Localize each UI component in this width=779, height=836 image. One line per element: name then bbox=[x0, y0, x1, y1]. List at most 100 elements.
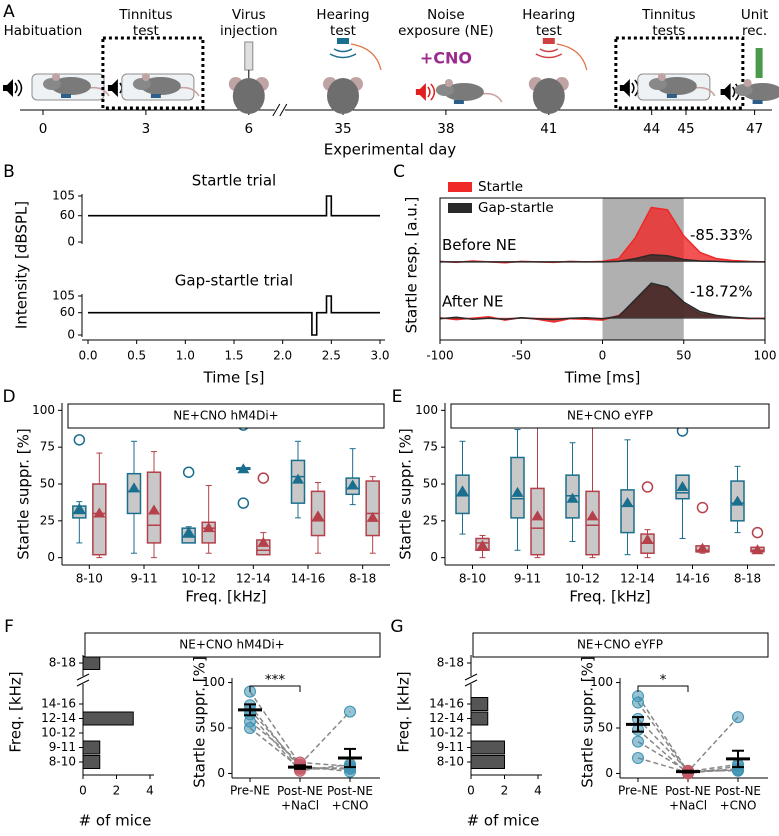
x-axis-label: Time [s] bbox=[203, 369, 265, 387]
y-axis-label: Startle suppr. [%] bbox=[397, 428, 415, 559]
y-tick-label: 105 bbox=[52, 289, 75, 303]
event-label: Virus injection bbox=[220, 7, 278, 39]
x-tick-label: 2.0 bbox=[273, 349, 292, 363]
mean-marker bbox=[511, 486, 524, 497]
mouse-point bbox=[244, 722, 256, 734]
outlier bbox=[641, 481, 654, 493]
y-tick-label: 12-14 bbox=[41, 711, 76, 725]
platform bbox=[453, 100, 464, 104]
mean-marker bbox=[73, 503, 86, 514]
x-axis-label: Time [ms] bbox=[564, 369, 641, 387]
panel-letter: B bbox=[3, 162, 15, 182]
box bbox=[530, 487, 545, 556]
outlier bbox=[73, 434, 86, 446]
title-box bbox=[472, 632, 769, 658]
x-tick-label: 0.5 bbox=[127, 349, 146, 363]
x-tick-label: 0 bbox=[467, 784, 475, 798]
event-icon bbox=[3, 73, 110, 101]
x-axis-label: Freq. [kHz] bbox=[569, 588, 650, 606]
mean-marker bbox=[366, 511, 379, 522]
mouse-point bbox=[732, 711, 744, 724]
mouse-ear bbox=[52, 73, 60, 81]
response-trace bbox=[440, 254, 765, 263]
x-tick-label: 1.5 bbox=[224, 349, 243, 363]
y-tick-label: 75 bbox=[423, 440, 438, 454]
mean-marker bbox=[641, 533, 654, 544]
mean-marker bbox=[346, 479, 359, 490]
stimulus-trace bbox=[88, 195, 380, 217]
x-tick-label: 4 bbox=[534, 784, 542, 798]
x-tick-label: Pre-NE bbox=[230, 784, 270, 798]
sound-wave bbox=[535, 48, 563, 59]
event-label: Unit rec. bbox=[741, 7, 768, 39]
sound-wave bbox=[329, 48, 357, 59]
cable bbox=[556, 43, 588, 71]
y-tick-label: 75 bbox=[40, 440, 55, 454]
legend-swatch bbox=[448, 203, 472, 213]
y-tick-label: 50 bbox=[40, 477, 55, 491]
response-area bbox=[440, 283, 765, 320]
outlier bbox=[182, 466, 195, 478]
x-tick-label: 45 bbox=[677, 121, 694, 137]
y-axis-label: Startle suppr. [%] bbox=[191, 656, 209, 787]
panel-letter: C bbox=[393, 162, 405, 182]
event-label: Noise exposure (NE) bbox=[398, 7, 494, 39]
mean-marker bbox=[696, 542, 709, 553]
mouse-ear bbox=[743, 79, 752, 87]
mean-marker bbox=[202, 522, 215, 533]
cable bbox=[350, 43, 382, 71]
mouse-ear bbox=[444, 79, 453, 87]
x-tick-label: 8-10 bbox=[459, 572, 486, 586]
event-icon bbox=[415, 79, 503, 104]
title-box bbox=[84, 632, 381, 658]
panel-letter: G bbox=[390, 617, 403, 637]
x-tick-label: 9-11 bbox=[130, 572, 157, 586]
mouse-line bbox=[637, 702, 739, 774]
significance-bracket bbox=[249, 685, 301, 692]
bar bbox=[82, 740, 101, 755]
title-box bbox=[450, 403, 770, 429]
mean-marker bbox=[566, 492, 579, 503]
x-tick-label: 10-12 bbox=[565, 572, 600, 586]
break-mark bbox=[272, 103, 281, 117]
event-icon bbox=[528, 38, 588, 114]
box bbox=[585, 490, 600, 556]
y-tick-label: 100 bbox=[202, 675, 225, 689]
y-tick-label: 25 bbox=[423, 513, 438, 527]
mean-marker bbox=[237, 463, 250, 474]
bar bbox=[82, 755, 101, 769]
mouse-tail bbox=[178, 86, 200, 97]
event-icon bbox=[720, 48, 779, 104]
headphone bbox=[337, 38, 349, 44]
panel-letter: F bbox=[4, 617, 14, 637]
y-tick-label: 50 bbox=[423, 477, 438, 491]
x-tick-label: 0.0 bbox=[78, 349, 97, 363]
bar bbox=[82, 656, 101, 670]
y-tick-label: 105 bbox=[52, 189, 75, 203]
mouse-head bbox=[648, 78, 667, 90]
mean-marker bbox=[128, 482, 140, 493]
y-axis-label: Startle resp. [a.u.] bbox=[403, 197, 421, 334]
x-tick-label: 47 bbox=[746, 121, 763, 137]
x-axis-label: # of mice bbox=[467, 812, 540, 830]
x-tick-label: 2 bbox=[113, 784, 121, 798]
mouse-head bbox=[43, 78, 61, 90]
bar bbox=[470, 697, 489, 711]
mouse-body bbox=[656, 77, 697, 95]
y-tick-label: 50 bbox=[598, 721, 613, 735]
x-tick-label: Post-NE +CNO bbox=[715, 784, 761, 812]
x-tick-label: 8-18 bbox=[734, 572, 761, 586]
bar bbox=[470, 740, 505, 755]
electrode bbox=[755, 48, 763, 78]
x-tick-label: 8-10 bbox=[76, 572, 103, 586]
legend-label: Startle bbox=[478, 179, 523, 195]
mouse-body bbox=[51, 77, 91, 95]
x-tick-label: 12-14 bbox=[620, 572, 655, 586]
mouse-ear bbox=[657, 73, 666, 81]
mouse-line bbox=[249, 691, 351, 766]
outlier bbox=[751, 526, 764, 539]
mouse-head bbox=[532, 78, 565, 114]
event-icon bbox=[228, 41, 269, 114]
speaker bbox=[619, 79, 630, 97]
mouse-tail bbox=[694, 86, 716, 97]
